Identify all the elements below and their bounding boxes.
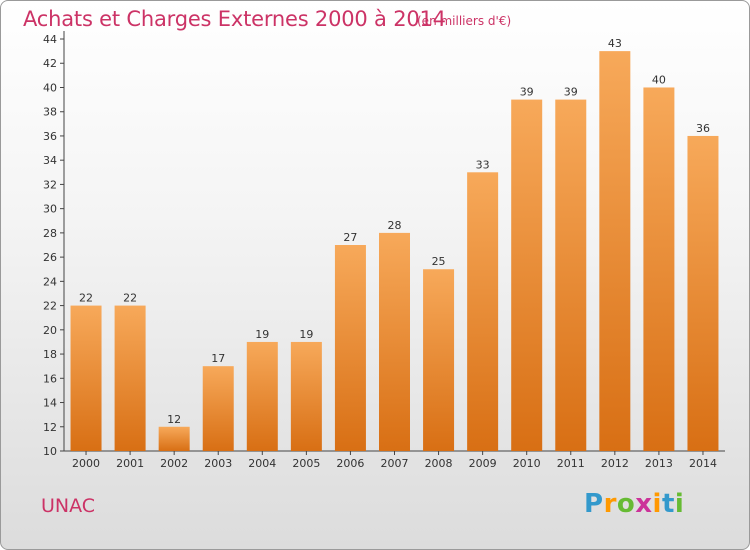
y-tick-label: 22	[43, 300, 57, 313]
y-tick-label: 24	[43, 275, 57, 288]
y-tick-label: 20	[43, 324, 57, 337]
data-label-2012: 43	[608, 37, 622, 50]
logo-letter: t	[661, 489, 675, 519]
y-tick-label: 32	[43, 178, 57, 191]
logo-letter: o	[616, 489, 636, 519]
x-tick-label-2007: 2007	[381, 457, 409, 470]
data-label-2003: 17	[211, 352, 225, 365]
bar-2003	[202, 366, 234, 451]
chart-title: Achats et Charges Externes 2000 à 2014	[23, 7, 446, 31]
bar-2006	[334, 245, 366, 451]
y-tick-label: 12	[43, 421, 57, 434]
y-tick-label: 44	[43, 33, 57, 46]
commune-name: UNAC	[41, 495, 96, 517]
x-tick-label-2009: 2009	[469, 457, 497, 470]
x-tick-label-2011: 2011	[557, 457, 585, 470]
data-label-2006: 27	[343, 231, 357, 244]
logo-letter: r	[603, 489, 617, 519]
y-tick-label: 34	[43, 154, 57, 167]
data-label-2001: 22	[123, 292, 137, 305]
x-tick-label-2000: 2000	[72, 457, 100, 470]
x-tick-label-2014: 2014	[689, 457, 717, 470]
logo-letter: i	[674, 489, 685, 519]
logo-letter: P	[584, 489, 604, 519]
x-tick-label-2008: 2008	[425, 457, 453, 470]
bar-2009	[467, 172, 499, 451]
x-tick-label-2006: 2006	[336, 457, 364, 470]
y-tick-label: 18	[43, 348, 57, 361]
x-tick-label-2002: 2002	[160, 457, 188, 470]
data-label-2009: 33	[476, 158, 490, 171]
data-label-2014: 36	[696, 122, 710, 135]
data-label-2002: 12	[167, 413, 181, 426]
bar-2012	[599, 51, 631, 451]
y-tick-label: 16	[43, 372, 57, 385]
data-label-2010: 39	[520, 86, 534, 99]
bar-2011	[555, 99, 587, 452]
bar-2005	[290, 341, 322, 451]
proxiti-logo[interactable]: Proxiti	[584, 489, 684, 519]
logo-letter: i	[652, 489, 662, 519]
data-label-2013: 40	[652, 73, 666, 86]
logo-letter: x	[635, 489, 653, 519]
bar-2013	[643, 87, 675, 452]
bar-2010	[511, 99, 543, 452]
data-label-2008: 25	[432, 255, 446, 268]
x-tick-label-2004: 2004	[248, 457, 276, 470]
bar-2000	[70, 305, 102, 451]
data-label-2004: 19	[255, 328, 269, 341]
x-tick-label-2001: 2001	[116, 457, 144, 470]
y-tick-label: 26	[43, 251, 57, 264]
bar-2008	[423, 269, 455, 451]
data-label-2007: 28	[388, 219, 402, 232]
x-tick-label-2012: 2012	[601, 457, 629, 470]
y-tick-label: 14	[43, 397, 57, 410]
bar-2004	[246, 341, 278, 451]
y-tick-label: 38	[43, 106, 57, 119]
y-tick-label: 42	[43, 57, 57, 70]
y-tick-label: 36	[43, 130, 57, 143]
x-tick-label-2010: 2010	[513, 457, 541, 470]
y-tick-label: 10	[43, 445, 57, 458]
x-tick-label-2003: 2003	[204, 457, 232, 470]
data-label-2005: 19	[299, 328, 313, 341]
bar-2002	[158, 426, 190, 451]
x-tick-label-2013: 2013	[645, 457, 673, 470]
y-tick-label: 28	[43, 227, 57, 240]
bar-2014	[687, 135, 719, 452]
data-label-2011: 39	[564, 86, 578, 99]
bar-2001	[114, 305, 146, 451]
bar-2007	[379, 232, 410, 451]
y-tick-label: 30	[43, 203, 57, 216]
x-tick-label-2005: 2005	[292, 457, 320, 470]
chart-subtitle: (en milliers d'€)	[417, 14, 512, 28]
data-label-2000: 22	[79, 292, 93, 305]
y-tick-label: 40	[43, 81, 57, 94]
